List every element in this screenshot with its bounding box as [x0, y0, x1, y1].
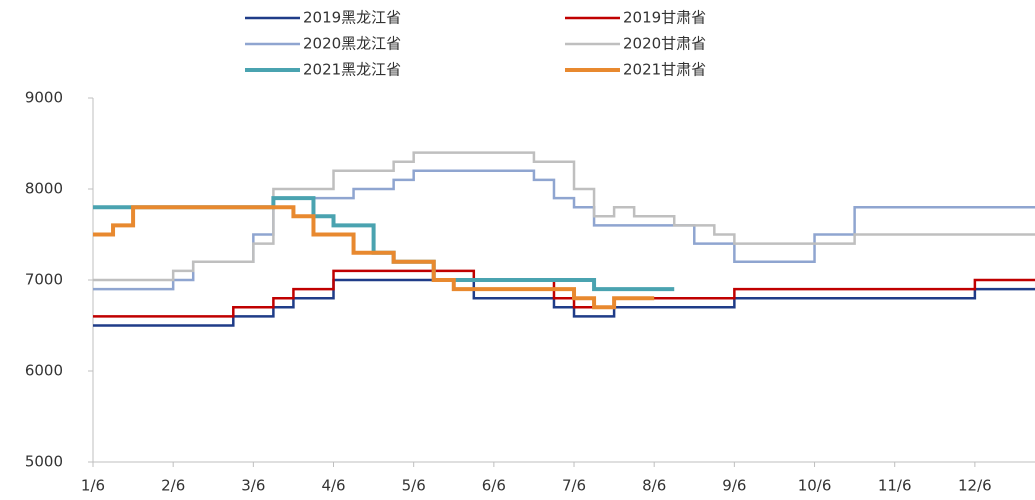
legend-label: 2021黑龙江省 [303, 61, 401, 79]
x-tick-label: 1/6 [81, 477, 105, 495]
series-line [93, 169, 1035, 291]
y-tick-label: 8000 [25, 180, 63, 198]
x-tick-label: 9/6 [722, 477, 746, 495]
y-tick-label: 7000 [25, 271, 63, 289]
series-line [93, 269, 1035, 318]
y-tick-label: 6000 [25, 362, 63, 380]
x-tick-label: 4/6 [321, 477, 345, 495]
legend-label: 2020黑龙江省 [303, 35, 401, 53]
x-tick-label: 3/6 [241, 477, 265, 495]
x-tick-label: 8/6 [642, 477, 666, 495]
series-line [93, 196, 675, 292]
x-tick-label: 10/6 [798, 477, 832, 495]
legend-label: 2019甘肃省 [623, 9, 706, 27]
legend-label: 2019黑龙江省 [303, 9, 401, 27]
series-line [93, 278, 1035, 327]
x-tick-label: 12/6 [958, 477, 992, 495]
legend-label: 2020甘肃省 [623, 35, 706, 53]
series-line [93, 151, 1035, 282]
x-tick-label: 5/6 [402, 477, 426, 495]
x-tick-label: 11/6 [878, 477, 912, 495]
series-line [93, 205, 655, 310]
y-tick-label: 9000 [25, 89, 63, 107]
x-tick-label: 6/6 [482, 477, 506, 495]
legend-label: 2021甘肃省 [623, 61, 706, 79]
y-tick-label: 5000 [25, 453, 63, 471]
x-tick-label: 2/6 [161, 477, 185, 495]
x-tick-label: 7/6 [562, 477, 586, 495]
